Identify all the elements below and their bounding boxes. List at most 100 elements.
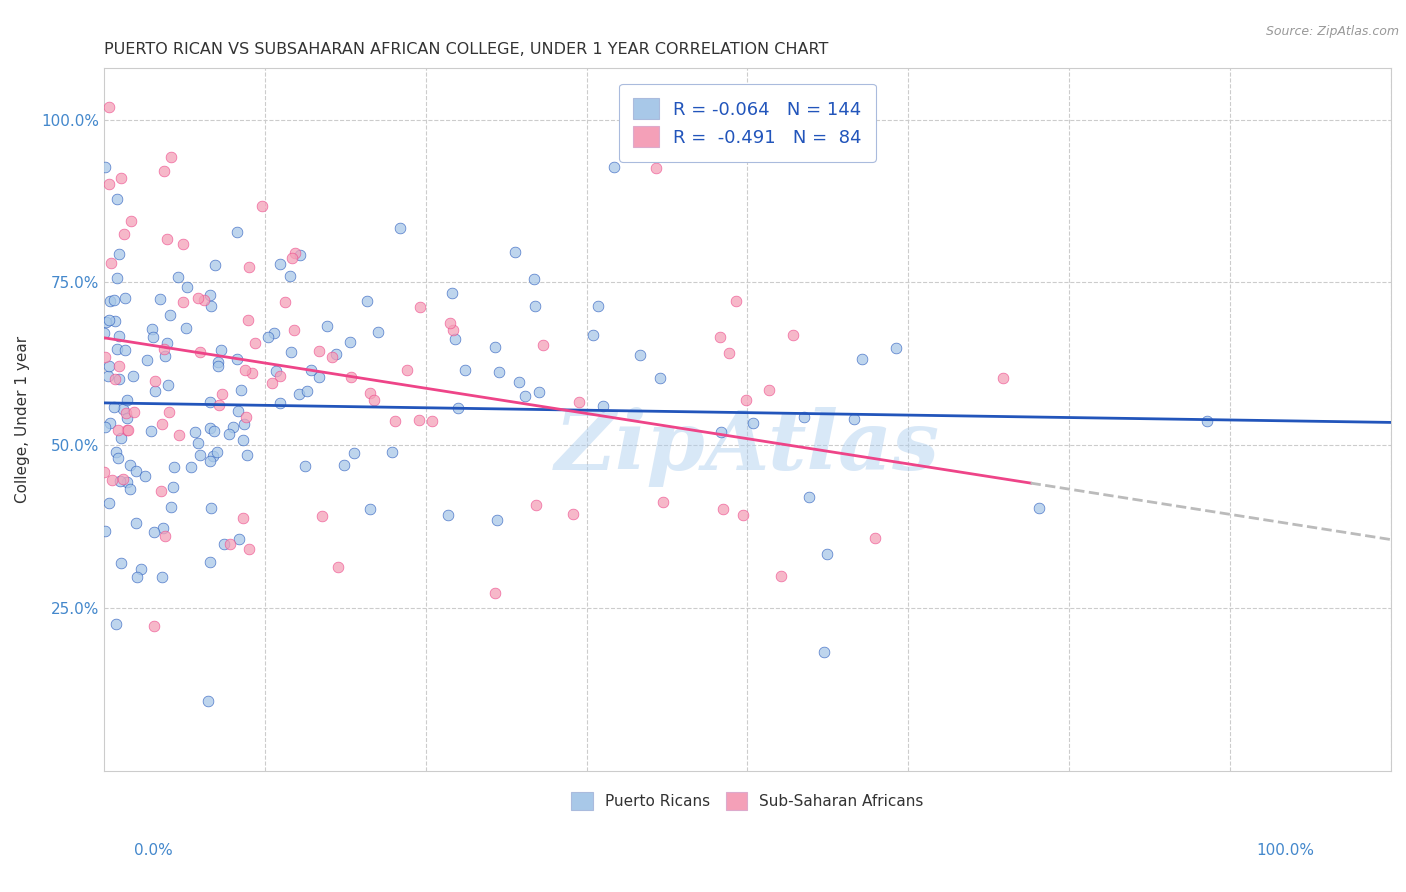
Point xyxy=(308,344,330,359)
Point xyxy=(231,383,253,397)
Point xyxy=(226,351,249,366)
Point xyxy=(93,466,115,480)
Point xyxy=(108,474,131,488)
Text: PUERTO RICAN VS SUBSAHARAN AFRICAN COLLEGE, UNDER 1 YEAR CORRELATION CHART: PUERTO RICAN VS SUBSAHARAN AFRICAN COLLE… xyxy=(104,42,828,57)
Legend: Puerto Ricans, Sub-Saharan Africans: Puerto Ricans, Sub-Saharan Africans xyxy=(565,786,929,816)
Point xyxy=(797,490,820,504)
Point xyxy=(269,257,291,271)
Point xyxy=(208,399,231,413)
Point xyxy=(176,280,198,294)
Point xyxy=(281,251,304,265)
Point xyxy=(129,561,152,575)
Point xyxy=(508,376,530,390)
Point xyxy=(172,294,194,309)
Point xyxy=(328,559,350,574)
Point xyxy=(523,299,546,313)
Point xyxy=(280,345,302,359)
Point xyxy=(98,294,121,309)
Point xyxy=(204,259,226,273)
Point xyxy=(155,529,177,543)
Point xyxy=(359,502,381,516)
Point xyxy=(437,508,460,522)
Point xyxy=(325,347,347,361)
Point xyxy=(441,286,464,301)
Point xyxy=(198,421,221,435)
Point xyxy=(725,294,748,309)
Point xyxy=(212,537,235,551)
Point xyxy=(153,342,176,356)
Point xyxy=(105,192,128,206)
Point xyxy=(187,436,209,450)
Point xyxy=(1028,501,1050,516)
Point xyxy=(105,444,128,458)
Point xyxy=(221,419,243,434)
Point xyxy=(742,416,765,430)
Point xyxy=(97,496,120,510)
Point xyxy=(193,293,215,308)
Point xyxy=(100,473,122,487)
Point xyxy=(294,459,316,474)
Point xyxy=(484,341,506,355)
Point xyxy=(127,570,149,584)
Point xyxy=(153,349,176,363)
Point xyxy=(250,199,273,213)
Point xyxy=(356,294,378,309)
Text: 0.0%: 0.0% xyxy=(134,843,173,857)
Point xyxy=(650,371,672,385)
Point xyxy=(288,247,311,261)
Point xyxy=(395,363,418,377)
Point xyxy=(709,330,731,344)
Point xyxy=(162,480,184,494)
Point xyxy=(125,464,148,478)
Point xyxy=(97,313,120,327)
Point xyxy=(152,521,174,535)
Point xyxy=(108,359,131,373)
Point xyxy=(115,475,138,490)
Point xyxy=(201,450,224,464)
Point xyxy=(813,645,835,659)
Point xyxy=(793,409,815,424)
Point xyxy=(284,246,307,260)
Point xyxy=(114,343,136,357)
Point xyxy=(211,387,233,401)
Point xyxy=(592,399,614,413)
Point xyxy=(103,401,125,415)
Point xyxy=(122,404,145,418)
Point xyxy=(139,424,162,438)
Point xyxy=(156,336,179,351)
Point xyxy=(367,325,389,339)
Text: 100.0%: 100.0% xyxy=(1257,843,1315,857)
Point xyxy=(441,323,464,337)
Point xyxy=(340,369,363,384)
Point xyxy=(98,359,121,373)
Point xyxy=(603,161,626,175)
Point xyxy=(150,483,173,498)
Point xyxy=(731,508,754,522)
Point xyxy=(219,537,242,551)
Point xyxy=(105,271,128,285)
Point xyxy=(523,271,546,285)
Point xyxy=(1195,414,1218,428)
Point xyxy=(150,417,173,431)
Point xyxy=(108,246,131,260)
Point xyxy=(645,161,668,175)
Point xyxy=(652,495,675,509)
Point xyxy=(135,352,157,367)
Point xyxy=(94,160,117,174)
Point xyxy=(121,369,143,384)
Point xyxy=(228,532,250,546)
Point xyxy=(104,314,127,328)
Point xyxy=(93,326,115,341)
Point xyxy=(198,394,221,409)
Point xyxy=(163,459,186,474)
Point xyxy=(105,343,128,357)
Point xyxy=(94,420,117,434)
Point xyxy=(200,555,222,569)
Point xyxy=(120,214,142,228)
Point xyxy=(388,221,411,235)
Point xyxy=(269,396,291,410)
Point xyxy=(153,164,176,178)
Point xyxy=(562,507,585,521)
Point xyxy=(734,393,756,408)
Point xyxy=(110,431,132,445)
